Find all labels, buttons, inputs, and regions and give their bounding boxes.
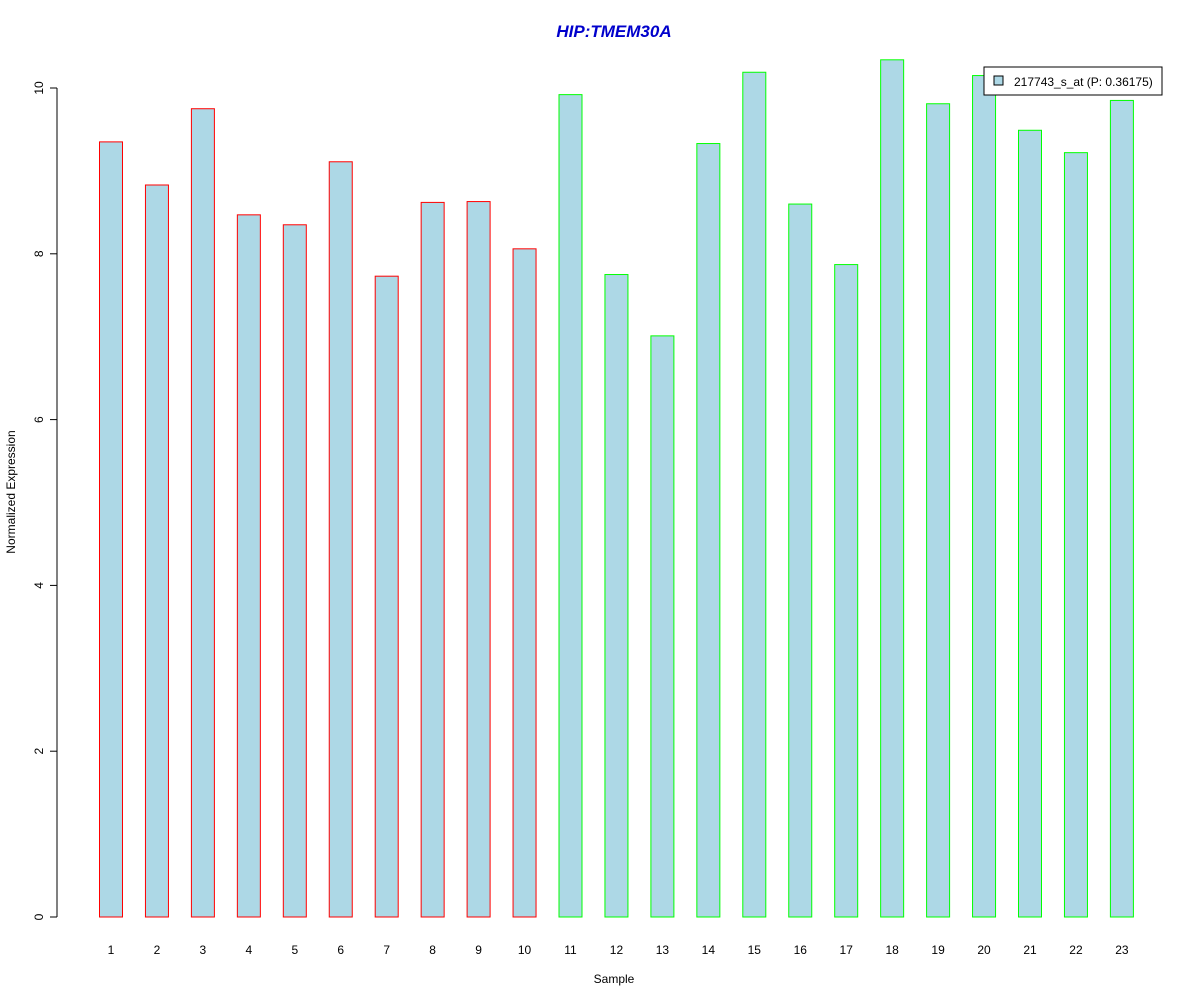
x-tick-label: 23 <box>1115 943 1129 957</box>
bar <box>420 201 445 918</box>
x-tick-label: 13 <box>656 943 670 957</box>
x-tick-label: 20 <box>977 943 991 957</box>
x-axis-label: Sample <box>594 972 635 986</box>
bar <box>788 203 813 918</box>
bar <box>650 335 675 918</box>
x-tick-label: 19 <box>931 943 945 957</box>
x-tick-label: 15 <box>748 943 762 957</box>
y-tick-label: 2 <box>32 748 46 755</box>
bar <box>328 161 353 918</box>
legend-swatch <box>993 75 1004 86</box>
bar <box>880 59 905 918</box>
bar <box>742 71 767 918</box>
y-tick-label: 4 <box>32 582 46 589</box>
y-tick-label: 6 <box>32 416 46 423</box>
bar <box>972 75 997 918</box>
y-tick-label: 0 <box>32 913 46 920</box>
bar <box>190 108 215 918</box>
x-tick-label: 4 <box>246 943 253 957</box>
bar <box>604 274 629 918</box>
x-tick-label: 14 <box>702 943 716 957</box>
x-tick-label: 8 <box>429 943 436 957</box>
x-tick-label: 16 <box>794 943 808 957</box>
bar <box>99 141 123 918</box>
y-axis: 0 2 4 6 8 10 <box>32 81 58 920</box>
x-tick-label: 21 <box>1023 943 1037 957</box>
bar <box>696 143 721 918</box>
bar <box>374 275 399 918</box>
x-tick-labels: 1 2 3 4 5 6 7 8 9 10 11 12 13 14 15 16 17 18 19 20 21 22 23 <box>108 943 1129 957</box>
bar <box>466 201 491 918</box>
x-tick-label: 2 <box>154 943 161 957</box>
x-tick-label: 7 <box>383 943 390 957</box>
bar <box>1109 99 1134 918</box>
bar <box>236 214 261 918</box>
bar <box>1018 129 1042 918</box>
bar <box>282 224 307 918</box>
y-tick-label: 10 <box>32 81 46 95</box>
bar <box>558 94 583 918</box>
legend-text: 217743_s_at (P: 0.36175) <box>1014 75 1153 89</box>
legend: 217743_s_at (P: 0.36175) <box>983 66 1163 96</box>
x-tick-label: 12 <box>610 943 624 957</box>
legend-box <box>983 66 1163 96</box>
x-tick-label: 11 <box>564 943 577 957</box>
y-axis-label: Normalized Expression <box>4 430 18 553</box>
bar <box>926 103 951 918</box>
x-tick-label: 5 <box>291 943 298 957</box>
y-tick-label: 8 <box>32 250 46 257</box>
bars <box>99 59 1134 918</box>
x-tick-label: 1 <box>108 943 115 957</box>
x-tick-label: 9 <box>475 943 482 957</box>
bar <box>1063 152 1088 918</box>
x-tick-label: 10 <box>518 943 532 957</box>
x-tick-label: 3 <box>200 943 207 957</box>
x-tick-label: 18 <box>885 943 899 957</box>
bar <box>512 248 537 918</box>
x-tick-label: 17 <box>840 943 854 957</box>
bar <box>834 264 859 918</box>
x-tick-label: 6 <box>337 943 344 957</box>
x-tick-label: 22 <box>1069 943 1083 957</box>
bar <box>144 184 169 918</box>
chart-title: HIP:TMEM30A <box>556 22 671 41</box>
